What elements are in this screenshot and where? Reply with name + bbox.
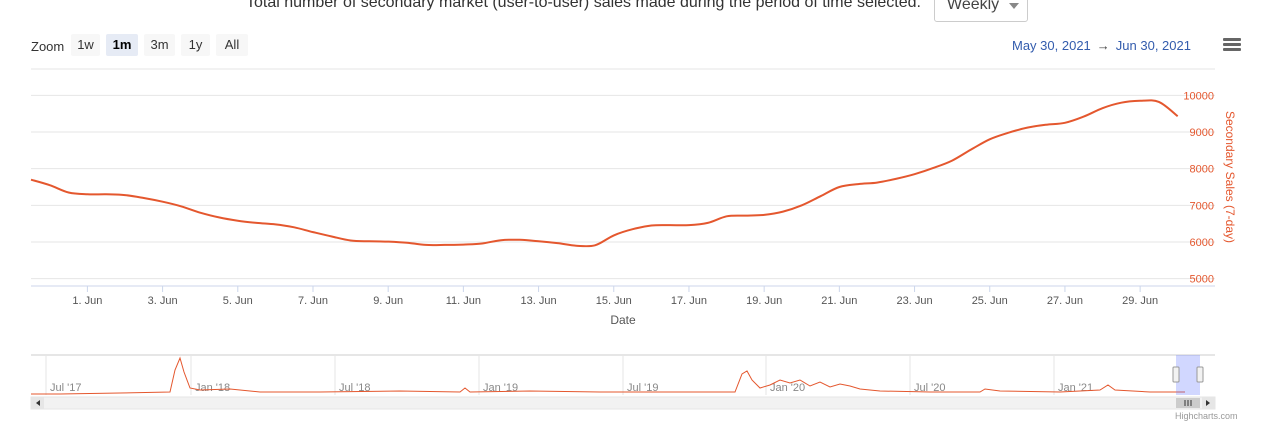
navigator-handle-right[interactable] <box>1196 366 1204 383</box>
x-tick-label: 3. Jun <box>148 295 178 307</box>
x-tick-label: 15. Jun <box>596 295 632 307</box>
x-tick-label: 23. Jun <box>897 295 933 307</box>
scroll-right-icon <box>1206 400 1210 406</box>
chart-description: Total number of secondary market (user-t… <box>246 0 921 11</box>
navigator-label: Jan '20 <box>770 382 805 394</box>
x-tick-label: 17. Jun <box>671 295 707 307</box>
y-tick-label: 7000 <box>1190 200 1214 212</box>
x-tick-label: 29. Jun <box>1122 295 1158 307</box>
x-axis: 1. Jun 3. Jun 5. Jun 7. Jun 9. Jun 11. Jun 13.… <box>72 286 1158 307</box>
x-tick-label: 5. Jun <box>223 295 253 307</box>
credits[interactable]: Highcharts.com <box>1175 411 1238 421</box>
zoom-1m-button[interactable]: 1m <box>106 34 138 56</box>
x-tick-label: 11. Jun <box>446 295 481 307</box>
zoom-label: Zoom <box>31 39 65 54</box>
x-axis-title: Date <box>610 313 636 327</box>
x-tick-label: 1. Jun <box>72 295 102 307</box>
y-axis-title: Secondary Sales (7-day) <box>1223 111 1237 243</box>
range-arrow: → <box>1096 38 1110 53</box>
x-tick-label: 21. Jun <box>821 295 857 307</box>
navigator[interactable]: Jul '17 Jan '18 Jul '18 Jan '19 Jul '19 Jan '… <box>30 354 1216 410</box>
x-tick-label: 19. Jun <box>746 295 782 307</box>
range-to[interactable]: Jun 30, 2021 <box>1115 38 1191 53</box>
period-select-value: Weekly <box>947 0 1000 13</box>
x-tick-label: 7. Jun <box>298 295 328 307</box>
navigator-series-line <box>31 356 1185 395</box>
navigator-label: Jan '18 <box>195 382 230 394</box>
zoom-1w-button[interactable]: 1w <box>71 34 100 56</box>
x-tick-label: 13. Jun <box>521 295 557 307</box>
date-range: May 30, 2021 → Jun 30, 2021 <box>1012 38 1191 53</box>
x-tick-label: 27. Jun <box>1047 295 1083 307</box>
range-from[interactable]: May 30, 2021 <box>1012 38 1091 53</box>
y-tick-label: 5000 <box>1190 274 1214 286</box>
scrollbar-grip-icon <box>1184 400 1192 406</box>
navigator-grid <box>45 355 1055 395</box>
x-tick-label: 9. Jun <box>373 295 403 307</box>
zoom-3m-button[interactable]: 3m <box>144 34 175 56</box>
period-select[interactable]: Weekly <box>934 0 1028 22</box>
scrollbar-track[interactable] <box>30 396 1216 410</box>
navigator-label: Jul '19 <box>627 382 658 394</box>
x-tick-label: 25. Jun <box>972 295 1008 307</box>
y-axis: 5000 6000 7000 8000 9000 10000 <box>1183 90 1214 285</box>
navigator-handle-left[interactable] <box>1172 366 1180 383</box>
y-tick-label: 6000 <box>1190 237 1214 249</box>
navigator-selected-range[interactable] <box>1176 355 1200 395</box>
hamburger-menu-icon[interactable] <box>1223 38 1241 52</box>
navigator-label: Jul '20 <box>914 382 945 394</box>
navigator-label: Jan '19 <box>483 382 518 394</box>
scroll-left-icon <box>36 400 40 406</box>
series-line[interactable] <box>30 99 1179 248</box>
caret-down-icon <box>1009 3 1019 9</box>
zoom-1y-button[interactable]: 1y <box>181 34 210 56</box>
y-tick-label: 8000 <box>1190 164 1214 176</box>
navigator-label: Jul '17 <box>50 382 81 394</box>
y-tick-label: 10000 <box>1183 90 1214 102</box>
zoom-all-button[interactable]: All <box>216 34 248 56</box>
y-tick-label: 9000 <box>1190 127 1214 139</box>
grid <box>31 68 1215 287</box>
